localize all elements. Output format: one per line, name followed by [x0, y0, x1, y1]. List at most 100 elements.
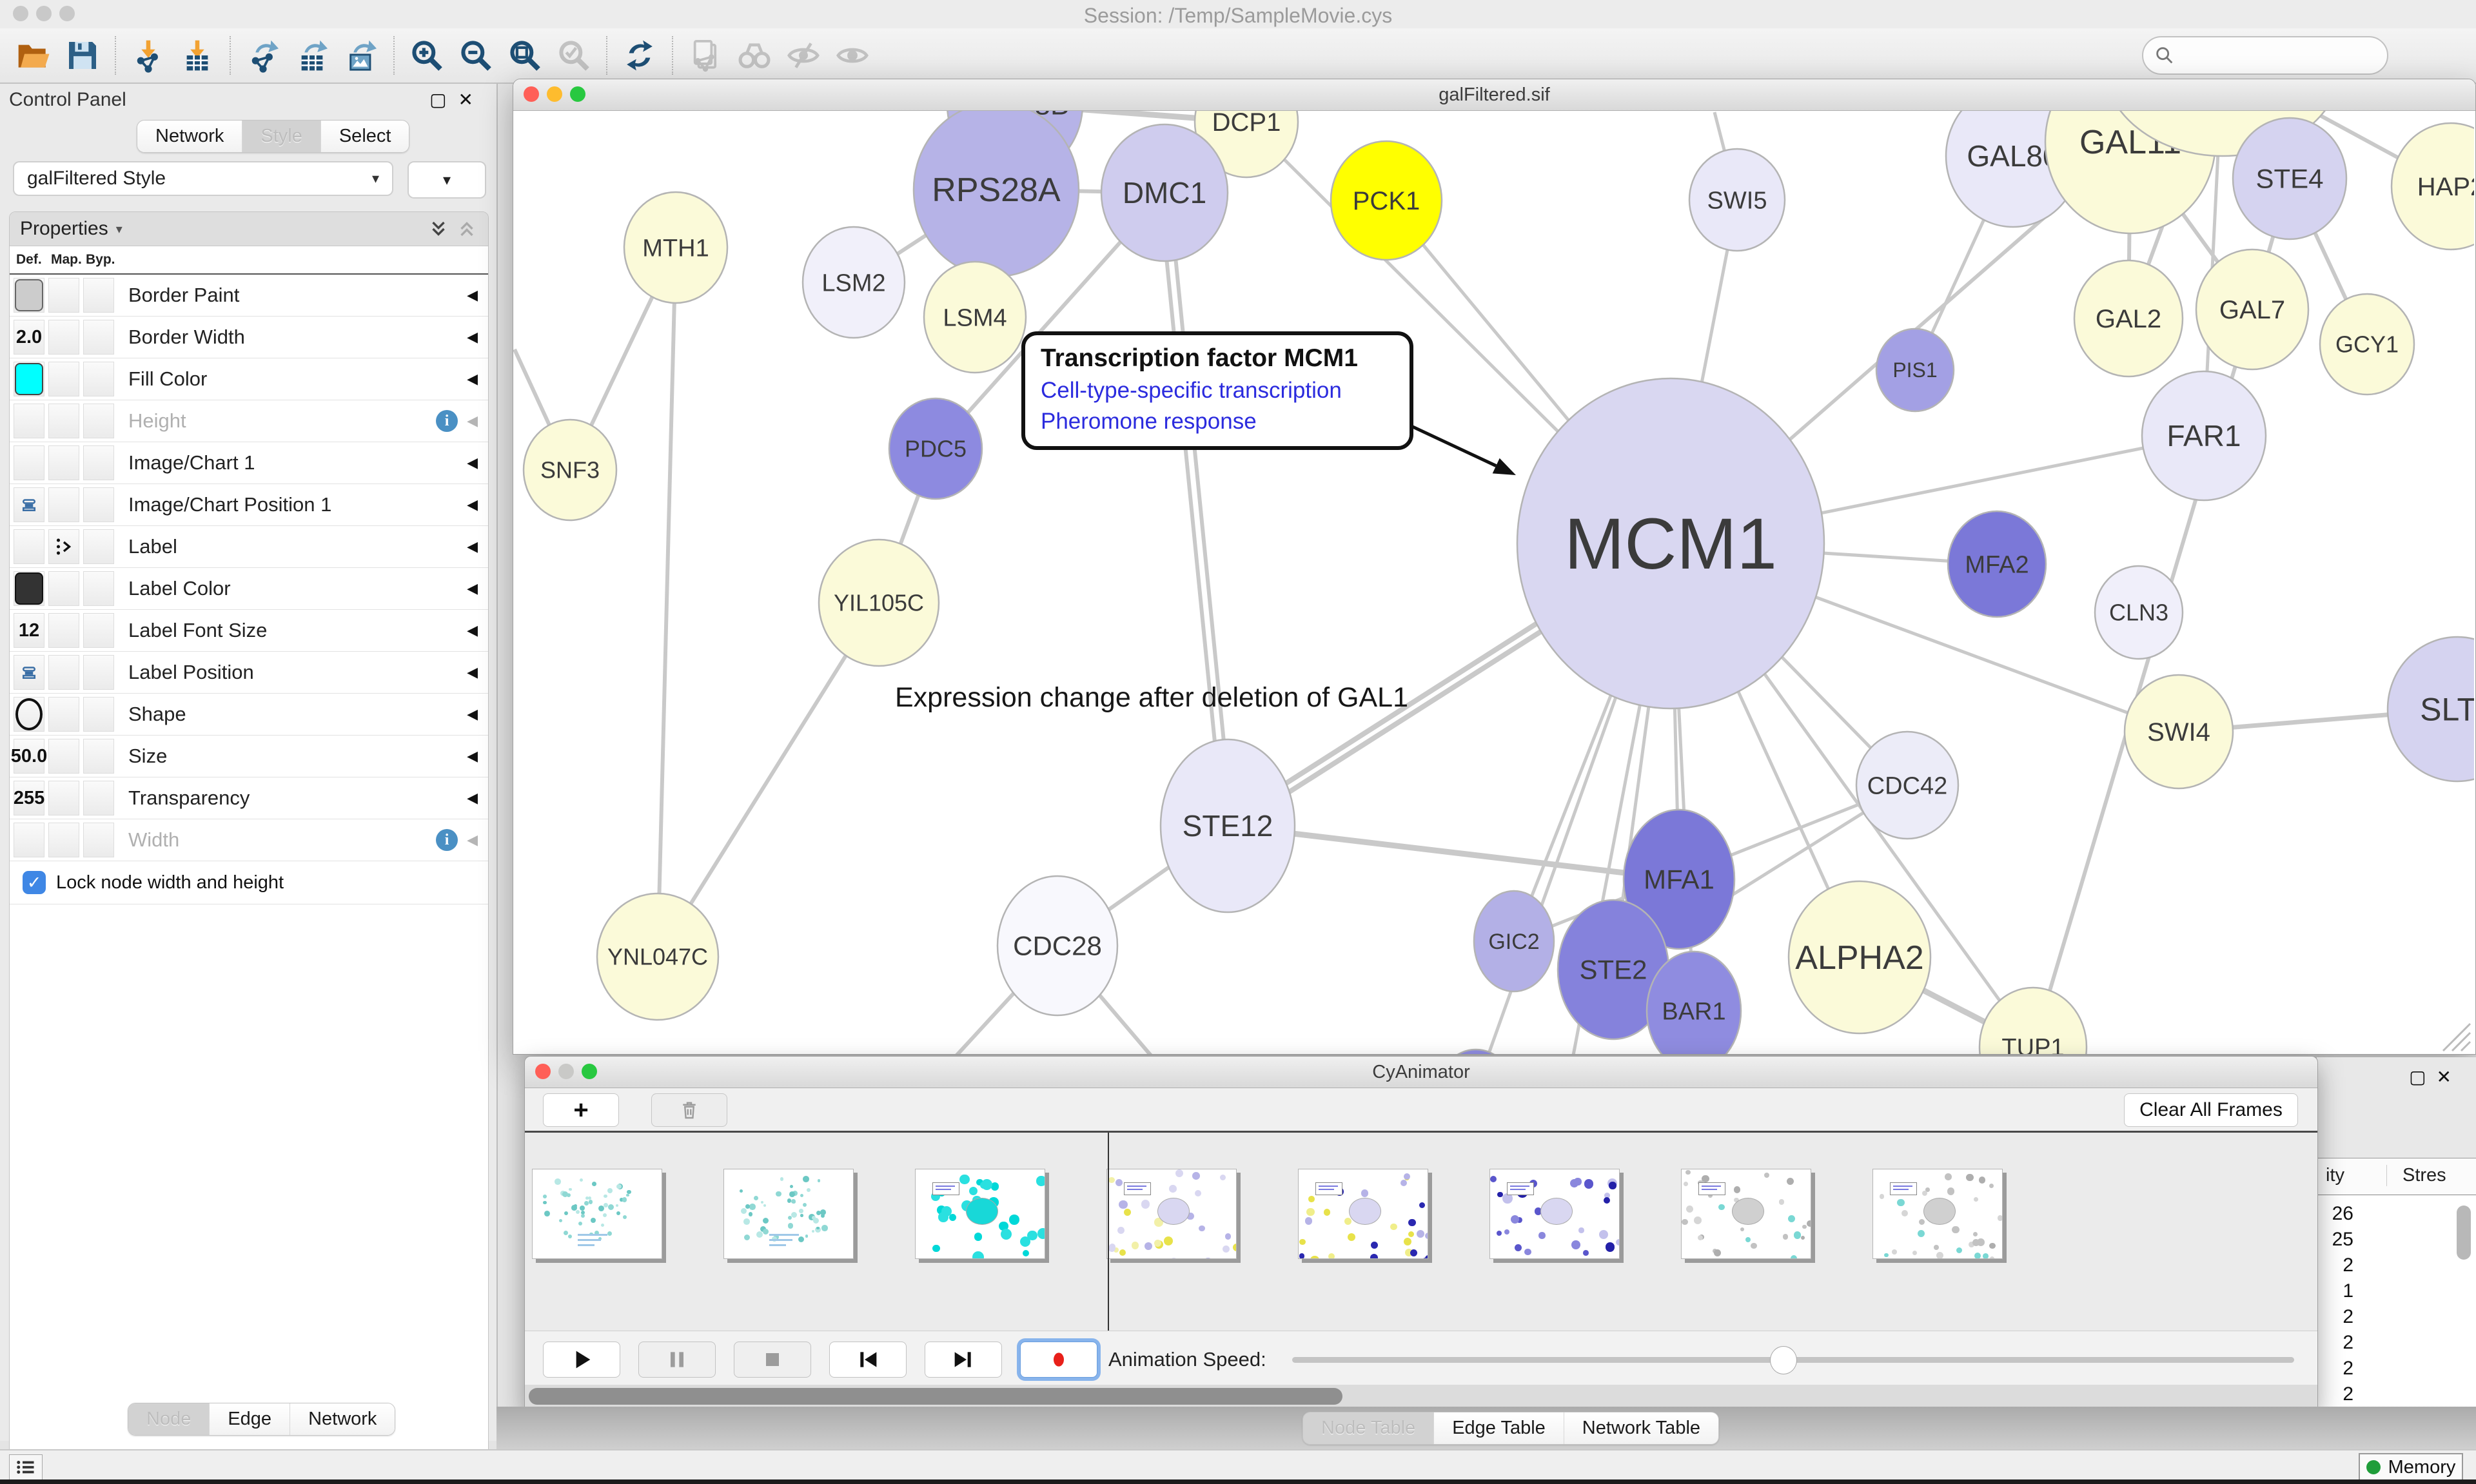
play-button[interactable] — [543, 1342, 620, 1378]
property-byp-cell[interactable] — [83, 571, 114, 606]
export-image-button[interactable] — [340, 35, 382, 76]
node-hap2[interactable]: HAP2 — [2390, 122, 2474, 251]
collapse-arrow-icon[interactable]: ◀ — [467, 371, 478, 387]
import-table-button[interactable] — [177, 35, 218, 76]
property-byp-cell[interactable] — [83, 404, 114, 438]
animation-speed-slider[interactable] — [1292, 1346, 2294, 1374]
zoom-fit-button[interactable] — [504, 35, 545, 76]
node-pdc5[interactable]: PDC5 — [888, 397, 983, 500]
property-byp-cell[interactable] — [83, 613, 114, 648]
cyanimator-scrollbar[interactable] — [525, 1385, 2317, 1408]
property-map-cell[interactable] — [48, 362, 79, 396]
property-def-cell[interactable] — [14, 487, 44, 522]
property-row-shape[interactable]: Shape ◀ — [10, 694, 488, 736]
mcm1-annotation[interactable]: Transcription factor MCM1 Cell-type-spec… — [1021, 331, 1413, 450]
property-map-cell[interactable] — [48, 781, 79, 815]
property-row-label-position[interactable]: Label Position ◀ — [10, 652, 488, 694]
property-def-cell[interactable] — [14, 823, 44, 857]
property-def-cell[interactable] — [14, 404, 44, 438]
node-tup1[interactable]: TUP1 — [1978, 986, 2088, 1054]
collapse-arrow-icon[interactable]: ◀ — [467, 580, 478, 596]
node-gcy1[interactable]: GCY1 — [2319, 293, 2415, 396]
tab-network[interactable]: Network — [137, 121, 242, 152]
node-swi5[interactable]: SWI5 — [1688, 148, 1786, 252]
property-map-cell[interactable] — [48, 571, 79, 606]
zoom-selected-button[interactable] — [553, 35, 594, 76]
node-pck1[interactable]: PCK1 — [1330, 140, 1443, 261]
node-snf3[interactable]: SNF3 — [522, 418, 618, 522]
delete-frame-button[interactable] — [651, 1093, 727, 1127]
property-row-transparency[interactable]: 255 Transparency ◀ — [10, 777, 488, 819]
tab-select[interactable]: Select — [320, 121, 409, 152]
memory-button[interactable]: Memory — [2359, 1453, 2463, 1481]
property-row-label-font-size[interactable]: 12 Label Font Size ◀ — [10, 610, 488, 652]
node-gic2[interactable]: GIC2 — [1473, 890, 1555, 993]
property-map-cell[interactable] — [48, 404, 79, 438]
export-network-button[interactable] — [242, 35, 284, 76]
frame-thumbnail-5[interactable] — [1489, 1169, 1620, 1259]
property-row-width[interactable]: Width i ◀ — [10, 819, 488, 861]
node-alpha2[interactable]: ALPHA2 — [1787, 880, 1932, 1035]
property-def-cell[interactable]: 50.0 — [11, 739, 47, 774]
hide-details-button[interactable] — [783, 35, 824, 76]
show-details-button[interactable] — [832, 35, 873, 76]
property-def-cell[interactable] — [14, 278, 44, 313]
property-byp-cell[interactable] — [83, 529, 114, 564]
property-byp-cell[interactable] — [83, 362, 114, 396]
next-frame-button[interactable] — [925, 1342, 1002, 1378]
record-button[interactable] — [1020, 1342, 1097, 1378]
clipboard-button[interactable] — [685, 35, 726, 76]
property-map-cell[interactable] — [48, 655, 79, 690]
style-selector[interactable]: galFiltered Style ▾ — [13, 161, 393, 196]
property-map-cell[interactable] — [48, 613, 79, 648]
property-def-cell[interactable] — [14, 445, 44, 480]
node-rps28a[interactable]: RPS28A — [912, 111, 1080, 278]
node-lsm2[interactable]: LSM2 — [801, 226, 906, 339]
previous-frame-button[interactable] — [829, 1342, 907, 1378]
property-row-height[interactable]: Height i ◀ — [10, 400, 488, 442]
close-window-icon[interactable] — [535, 1064, 551, 1079]
attribute-tab-network[interactable]: Network — [290, 1403, 395, 1435]
table-scrollbar-thumb[interactable] — [2457, 1206, 2471, 1260]
annotation-link-0[interactable]: Cell-type-specific transcription — [1041, 378, 1342, 403]
collapse-arrow-icon[interactable]: ◀ — [467, 496, 478, 513]
property-row-label-color[interactable]: Label Color ◀ — [10, 568, 488, 610]
property-map-cell[interactable] — [48, 529, 79, 564]
resize-grip-icon[interactable] — [2442, 1022, 2471, 1052]
collapse-arrow-icon[interactable]: ◀ — [467, 287, 478, 303]
minimize-window-icon[interactable] — [547, 86, 562, 102]
node-cln3[interactable]: CLN3 — [2094, 565, 2184, 660]
close-window-icon[interactable] — [524, 86, 539, 102]
node-gal7[interactable]: GAL7 — [2195, 248, 2310, 371]
task-history-button[interactable] — [9, 1454, 43, 1480]
property-row-size[interactable]: 50.0 Size ◀ — [10, 736, 488, 777]
property-def-cell[interactable]: 12 — [14, 613, 44, 648]
refresh-button[interactable] — [619, 35, 660, 76]
network-window-titlebar[interactable]: galFiltered.sif — [513, 79, 2475, 111]
property-byp-cell[interactable] — [83, 320, 114, 355]
node-mth1[interactable]: MTH1 — [623, 191, 729, 304]
property-row-label[interactable]: Label ◀ — [10, 526, 488, 568]
property-byp-cell[interactable] — [83, 655, 114, 690]
property-row-image-chart-1[interactable]: Image/Chart 1 ◀ — [10, 442, 488, 484]
search-box[interactable] — [2142, 36, 2388, 75]
frame-thumbnail-1[interactable] — [723, 1169, 854, 1259]
property-map-cell[interactable] — [48, 445, 79, 480]
property-def-cell[interactable]: 255 — [14, 781, 44, 815]
clear-all-frames-button[interactable]: Clear All Frames — [2124, 1093, 2298, 1127]
timeline-playhead[interactable] — [1108, 1133, 1109, 1333]
property-row-image-chart-position-1[interactable]: Image/Chart Position 1 ◀ — [10, 484, 488, 526]
collapse-arrow-icon[interactable]: ◀ — [467, 538, 478, 554]
collapse-arrow-icon[interactable]: ◀ — [467, 454, 478, 471]
zoom-window-icon[interactable] — [59, 6, 75, 21]
attribute-tab-edge[interactable]: Edge — [209, 1403, 290, 1435]
cyanimator-titlebar[interactable]: CyAnimator — [525, 1057, 2317, 1088]
zoom-out-button[interactable] — [455, 35, 496, 76]
property-def-cell[interactable] — [14, 529, 44, 564]
attribute-tab-node[interactable]: Node — [128, 1403, 210, 1435]
collapse-arrow-icon[interactable]: ◀ — [467, 790, 478, 806]
node-cdc42[interactable]: CDC42 — [1855, 730, 1960, 840]
property-map-cell[interactable] — [48, 823, 79, 857]
property-def-cell[interactable] — [14, 571, 44, 606]
animation-speed-slider-thumb[interactable] — [1770, 1346, 1798, 1374]
